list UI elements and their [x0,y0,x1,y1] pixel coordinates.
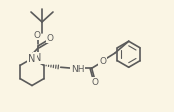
Text: O: O [34,30,41,40]
Text: NH: NH [71,65,84,74]
Text: O: O [91,78,98,87]
Text: O: O [99,57,106,66]
Text: N: N [28,54,36,64]
Text: O: O [46,33,53,42]
Text: N: N [34,53,42,63]
